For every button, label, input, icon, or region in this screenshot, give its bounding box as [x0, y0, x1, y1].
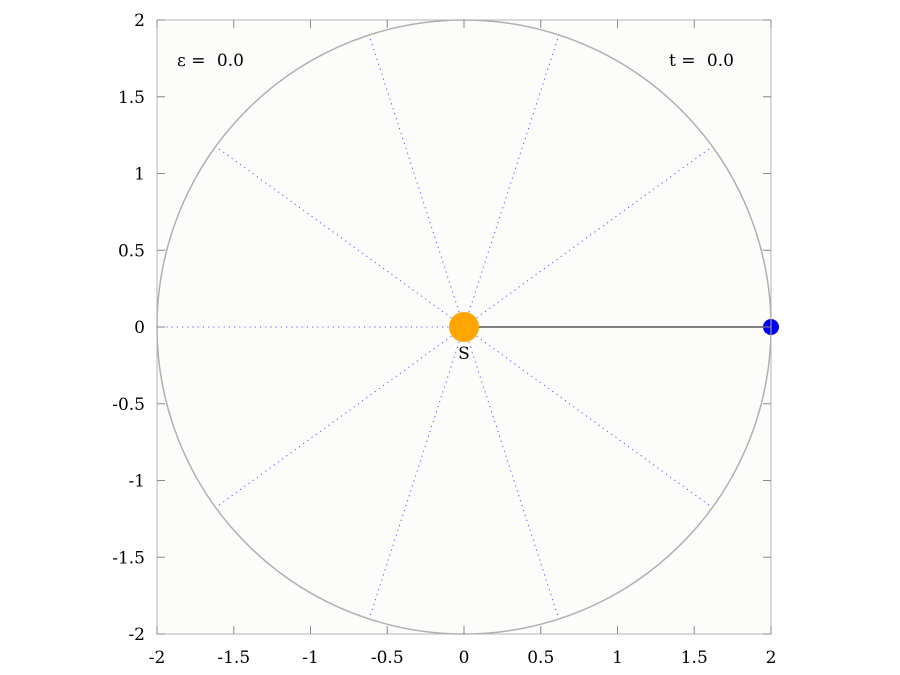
y-tick-label-0: 2	[134, 11, 145, 31]
y-tick-label-3: 0.5	[118, 241, 145, 261]
y-tick-label-8: -2	[128, 625, 145, 645]
radial-line-9	[463, 326, 713, 508]
sun-marker	[449, 312, 479, 342]
time-equals: =	[681, 51, 701, 71]
radial-line-3	[368, 34, 465, 328]
x-tick-label-8: 2	[766, 648, 777, 668]
time-annotation: t = 0.0	[669, 51, 734, 71]
radial-line-8	[463, 326, 560, 620]
y-tick-label-6: -1	[128, 472, 145, 492]
y-axis-ticks: 2 1.5 1 0.5 0 -0.5 -1 -1.5 -2	[112, 11, 771, 645]
y-tick-label-7: -1.5	[112, 548, 145, 568]
x-tick-label-1: -1.5	[217, 648, 250, 668]
x-tick-label-2: -1	[302, 648, 319, 668]
x-tick-label-4: 0	[459, 648, 470, 668]
eccentricity-symbol: ε	[177, 51, 186, 71]
svg-text:ε = 0.0: ε = 0.0	[177, 51, 244, 71]
radial-line-7	[368, 326, 465, 620]
radial-line-2	[463, 34, 560, 328]
x-tick-label-7: 1.5	[681, 648, 708, 668]
y-tick-label-5: -0.5	[112, 395, 145, 415]
radial-line-1	[463, 146, 713, 328]
eccentricity-equals: =	[191, 51, 211, 71]
radial-line-6	[215, 326, 465, 508]
x-tick-label-6: 1	[612, 648, 623, 668]
y-tick-label-2: 1	[134, 165, 145, 185]
y-tick-label-1: 1.5	[118, 88, 145, 108]
x-axis-ticks: -2 -1.5 -1 -0.5 0 0.5 1 1.5 2	[149, 20, 777, 668]
x-tick-label-5: 0.5	[527, 648, 554, 668]
x-tick-label-0: -2	[149, 648, 166, 668]
x-tick-label-3: -0.5	[371, 648, 404, 668]
svg-text:t = 0.0: t = 0.0	[669, 51, 734, 71]
time-symbol: t	[669, 51, 676, 71]
time-value: 0.0	[707, 51, 734, 71]
y-tick-label-4: 0	[134, 318, 145, 338]
eccentricity-value: 0.0	[217, 51, 244, 71]
sun-label: S	[458, 344, 470, 364]
radial-line-4	[215, 146, 465, 328]
eccentricity-annotation: ε = 0.0	[177, 51, 244, 71]
